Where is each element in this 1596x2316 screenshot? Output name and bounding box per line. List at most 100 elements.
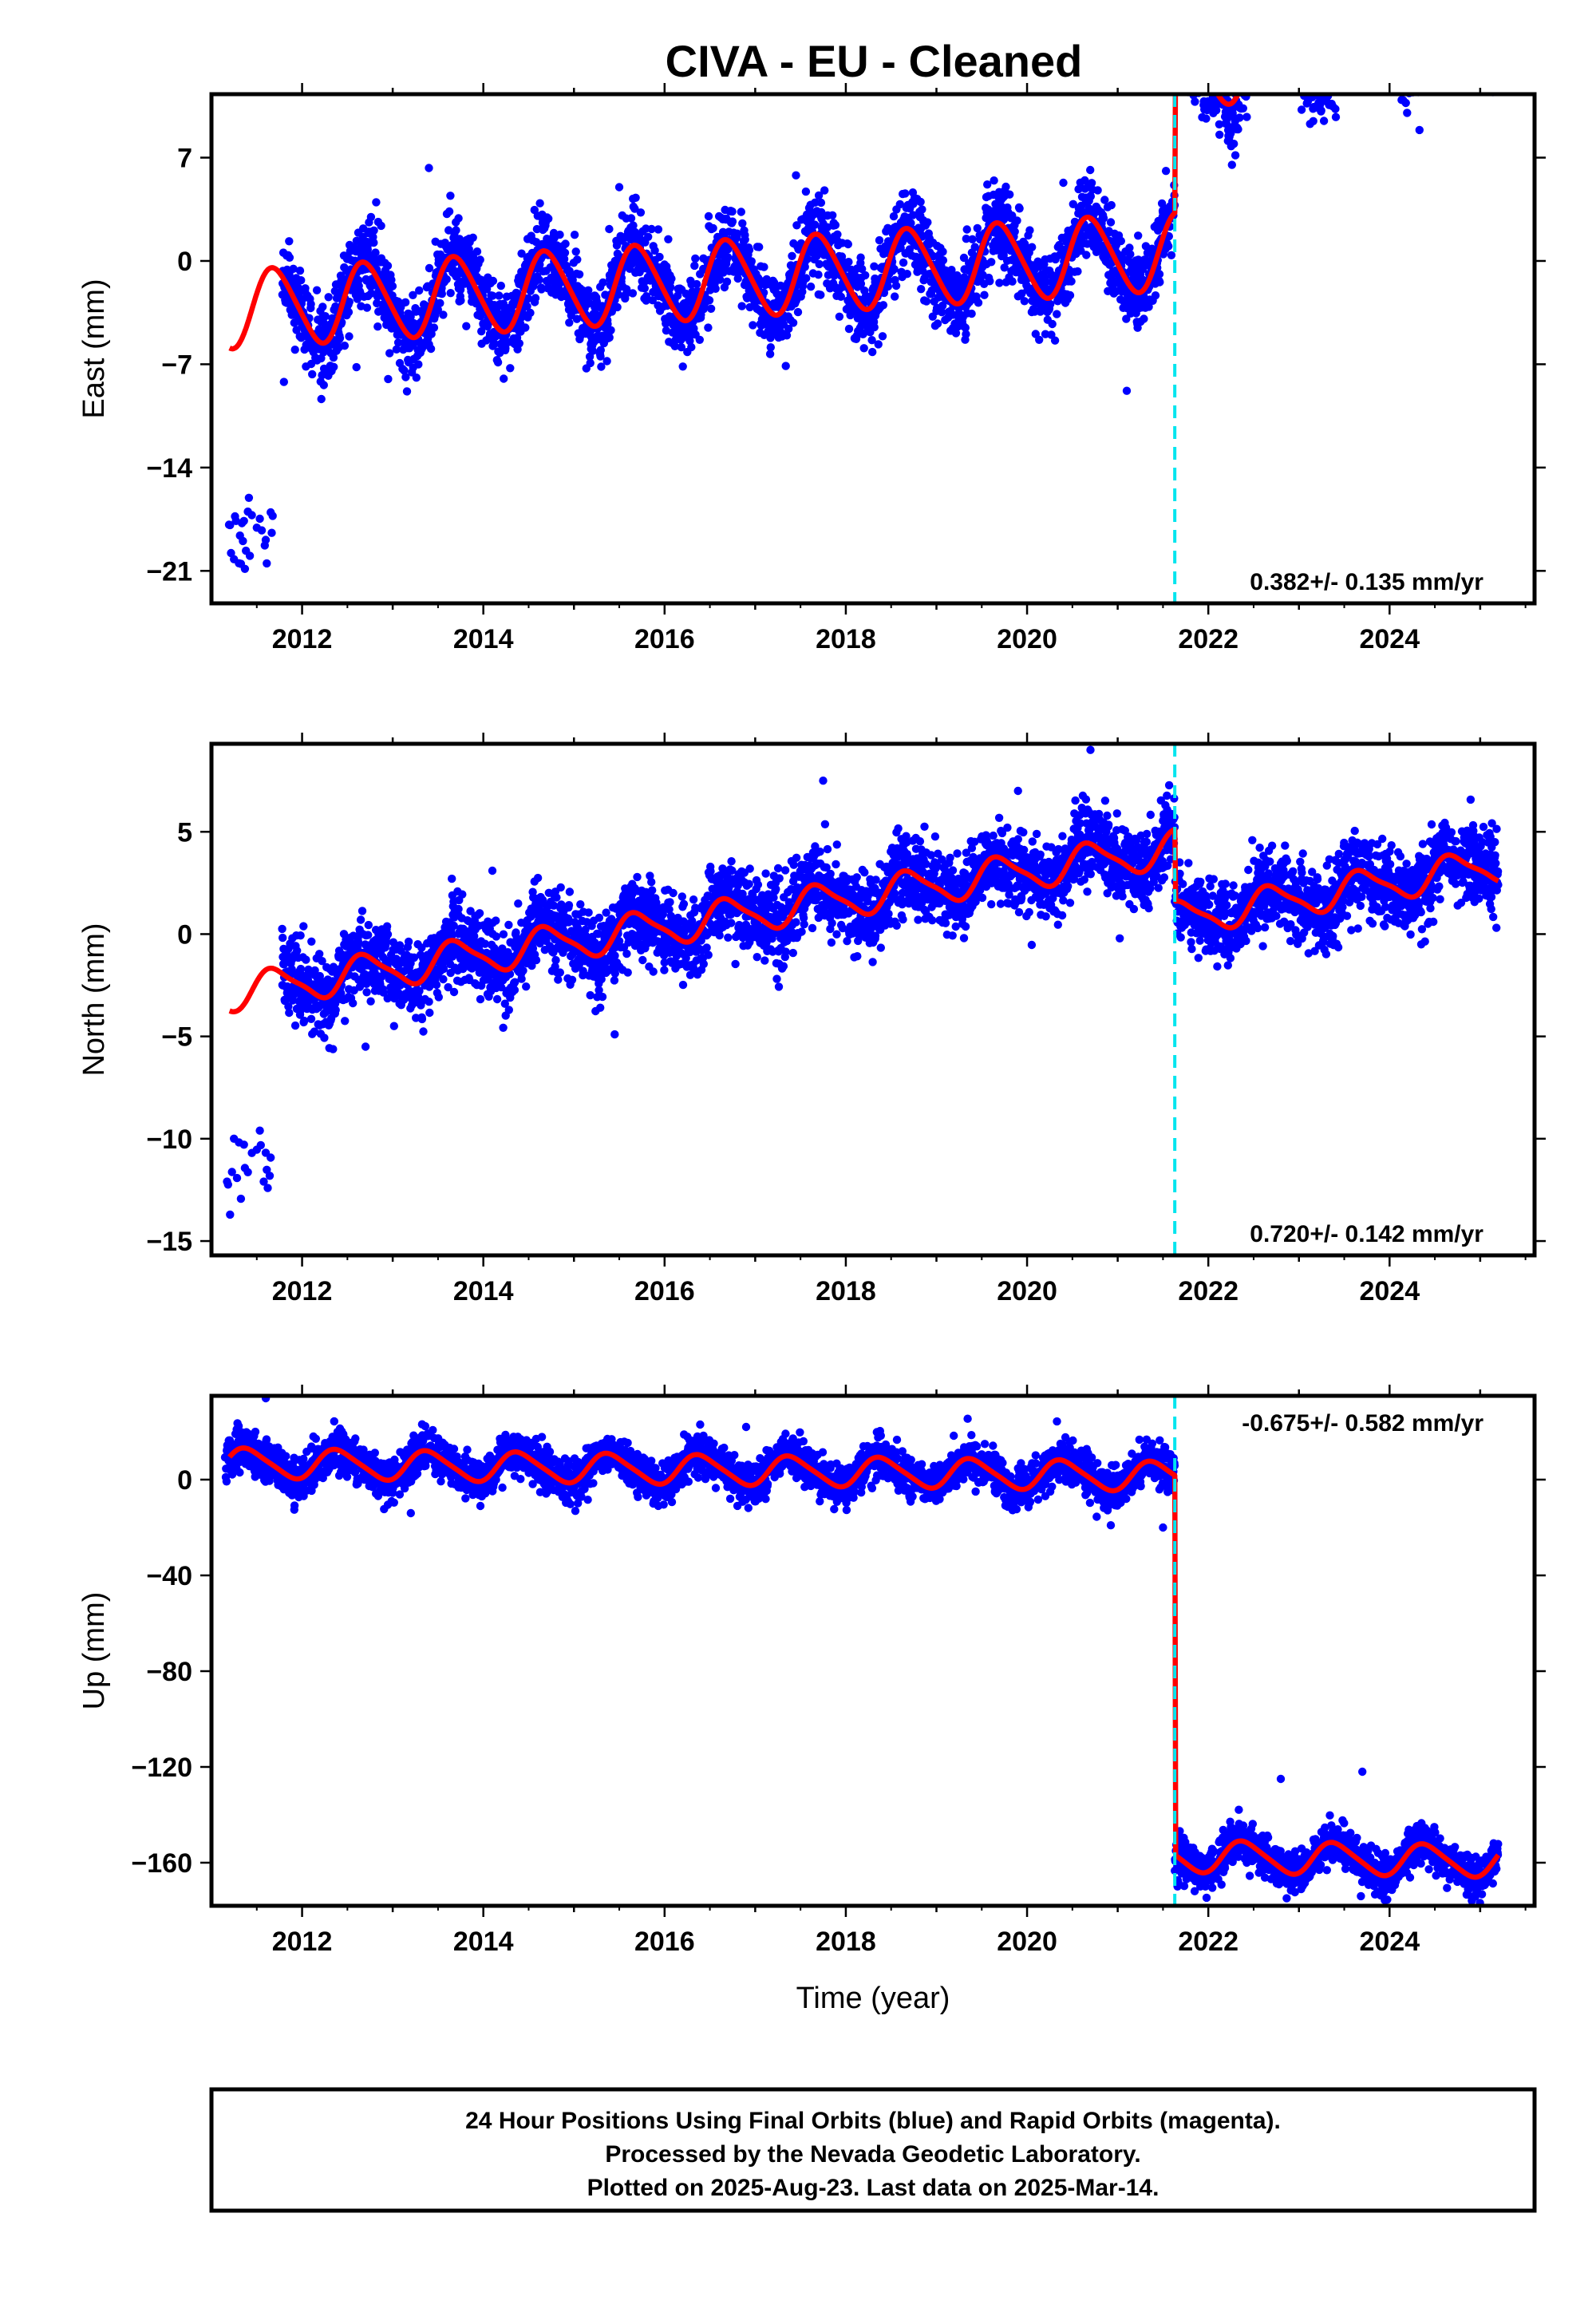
east-point — [1336, 49, 1344, 57]
east-point — [1213, 61, 1221, 69]
east-point — [1178, 65, 1186, 73]
east-point — [1176, 69, 1184, 77]
east-point — [1390, 2, 1398, 10]
east-point — [642, 292, 651, 301]
north-point — [293, 947, 302, 955]
east-point — [1424, 57, 1432, 65]
east-point — [1214, 82, 1222, 90]
east-point — [1345, 30, 1353, 38]
east-point — [1333, 45, 1341, 53]
east-point — [1445, 0, 1453, 4]
east-point — [1368, 49, 1376, 57]
east-point — [1271, 38, 1279, 46]
east-point — [1301, 68, 1309, 76]
east-point — [1339, 0, 1347, 3]
east-point — [1215, 70, 1223, 78]
east-point — [1327, 58, 1335, 66]
east-point — [1250, 22, 1258, 30]
east-point — [738, 219, 747, 228]
east-point — [1161, 167, 1171, 176]
north-point — [223, 1180, 232, 1189]
east-point — [227, 548, 235, 558]
east-point — [1329, 72, 1337, 80]
east-point — [1332, 58, 1340, 66]
east-point — [1329, 75, 1337, 83]
east-point — [1412, 43, 1420, 51]
east-point — [1370, 16, 1378, 24]
east-point — [1203, 72, 1211, 80]
east-point — [1267, 6, 1275, 14]
east-point — [1195, 32, 1203, 40]
east-point — [345, 332, 354, 341]
east-point — [1366, 23, 1374, 31]
east-point — [1337, 52, 1345, 60]
east-point — [559, 255, 569, 263]
east-x-tick-label: 2018 — [816, 624, 876, 654]
east-point — [1270, 33, 1278, 41]
east-point — [867, 336, 876, 345]
east-point — [1046, 299, 1055, 309]
east-point — [1454, 0, 1462, 5]
east-point — [1480, 9, 1488, 17]
east-point — [1235, 74, 1243, 82]
east-point — [1344, 2, 1352, 10]
east-point — [1427, 13, 1435, 21]
east-point — [1315, 50, 1323, 58]
east-point — [1353, 48, 1361, 56]
east-point — [1309, 49, 1317, 57]
east-point — [811, 198, 820, 207]
east-point — [1248, 63, 1256, 71]
east-point — [1452, 26, 1460, 34]
east-point — [1287, 18, 1295, 26]
east-point — [1392, 53, 1400, 61]
east-point — [1285, 62, 1293, 70]
east-point — [1361, 19, 1369, 27]
east-point — [1396, 68, 1404, 76]
east-point — [820, 186, 829, 195]
east-point — [1380, 38, 1388, 45]
east-point — [1476, 30, 1484, 38]
east-point — [1453, 6, 1461, 14]
east-point — [1244, 78, 1252, 86]
east-point — [1155, 270, 1164, 279]
east-point — [1494, 39, 1502, 47]
east-point — [1183, 53, 1191, 61]
east-point — [705, 296, 714, 305]
east-point — [1188, 26, 1196, 34]
east-point — [1191, 55, 1199, 63]
east-point — [488, 291, 497, 300]
east-point — [1424, 32, 1432, 40]
east-point — [1242, 65, 1250, 73]
east-point — [500, 374, 508, 383]
east-point — [692, 279, 701, 289]
east-point — [1201, 52, 1209, 60]
east-point — [1333, 59, 1341, 67]
east-point — [1253, 4, 1261, 12]
east-point — [1340, 5, 1348, 13]
east-point — [1428, 23, 1436, 31]
east-point — [1476, 20, 1483, 28]
east-point — [1484, 30, 1492, 38]
east-point — [1020, 297, 1029, 306]
east-point — [766, 343, 775, 352]
east-point — [1086, 165, 1095, 175]
east-point — [1263, 19, 1271, 27]
north-point — [243, 1168, 252, 1177]
east-point — [285, 253, 294, 262]
east-point — [1310, 53, 1318, 61]
east-point — [1283, 65, 1291, 73]
east-point — [1237, 85, 1245, 93]
east-point — [1357, 5, 1365, 13]
east-point — [1411, 72, 1419, 80]
east-point — [1421, 39, 1429, 47]
east-point — [1472, 25, 1479, 33]
east-point — [1265, 30, 1273, 38]
east-point — [1393, 63, 1401, 71]
east-point — [1242, 66, 1250, 74]
east-point — [268, 512, 277, 520]
east-point — [1183, 20, 1191, 28]
east-point — [456, 285, 465, 294]
east-point — [1250, 61, 1258, 69]
east-point — [1421, 15, 1429, 23]
east-point — [1336, 82, 1344, 90]
